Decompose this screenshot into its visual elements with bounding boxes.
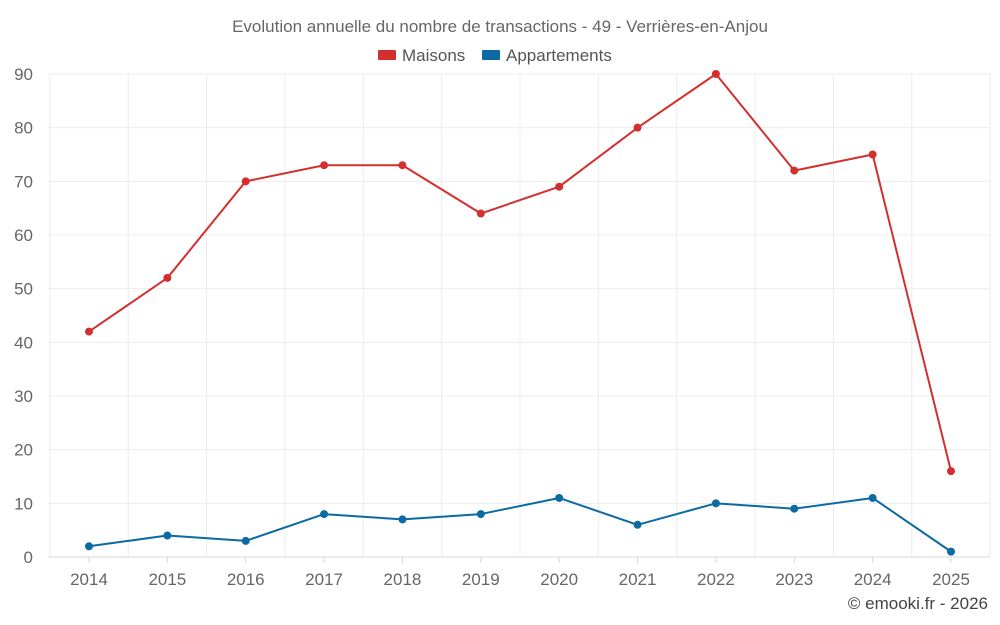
y-tick-label: 80 — [14, 119, 33, 138]
series-maisons — [85, 70, 955, 476]
x-tick-label: 2018 — [384, 570, 422, 589]
data-point-maisons[interactable] — [85, 327, 93, 336]
data-point-appartements[interactable] — [555, 493, 564, 502]
data-point-appartements[interactable] — [868, 493, 877, 502]
legend-label-maisons[interactable]: Maisons — [402, 46, 465, 65]
data-point-maisons[interactable] — [320, 161, 329, 170]
data-point-maisons[interactable] — [163, 273, 172, 282]
data-point-maisons[interactable] — [241, 177, 250, 186]
y-tick-label: 20 — [14, 441, 33, 460]
chart-title: Evolution annuelle du nombre de transact… — [232, 17, 768, 36]
series-line-maisons — [88, 73, 952, 472]
data-point-appartements[interactable] — [320, 510, 329, 519]
data-point-maisons[interactable] — [555, 182, 564, 191]
y-tick-label: 40 — [14, 333, 33, 352]
series — [85, 70, 955, 556]
data-point-appartements[interactable] — [85, 542, 93, 551]
data-point-appartements[interactable] — [711, 499, 720, 508]
y-axis-ticks: 0 10 20 30 40 50 60 70 80 90 — [14, 65, 33, 567]
y-tick-label: 60 — [14, 226, 33, 245]
data-point-maisons[interactable] — [633, 123, 642, 132]
data-point-maisons[interactable] — [711, 70, 720, 78]
series-appartements — [85, 493, 955, 556]
series-line-appartements — [88, 496, 952, 553]
legend-swatch-appartements — [482, 50, 500, 60]
legend-swatch-maisons — [378, 50, 396, 60]
data-point-appartements[interactable] — [476, 510, 485, 519]
data-point-appartements[interactable] — [947, 547, 955, 556]
x-tick-label: 2014 — [70, 570, 108, 589]
data-point-maisons[interactable] — [947, 467, 955, 476]
x-tick-label: 2015 — [148, 570, 186, 589]
data-point-appartements[interactable] — [633, 520, 642, 529]
x-tick-label: 2019 — [462, 570, 500, 589]
legend-label-appartements[interactable]: Appartements — [506, 46, 612, 65]
x-tick-label: 2024 — [854, 570, 892, 589]
x-tick-label: 2017 — [305, 570, 343, 589]
data-point-appartements[interactable] — [398, 515, 407, 524]
data-point-appartements[interactable] — [241, 536, 250, 545]
y-tick-label: 30 — [14, 387, 33, 406]
data-point-maisons[interactable] — [790, 166, 799, 175]
y-tick-label: 0 — [24, 548, 33, 567]
x-tick-label: 2021 — [619, 570, 657, 589]
x-tick-label: 2016 — [227, 570, 265, 589]
y-tick-label: 70 — [14, 172, 33, 191]
x-tick-label: 2022 — [697, 570, 735, 589]
data-point-appartements[interactable] — [790, 504, 799, 513]
grid — [48, 73, 991, 558]
data-point-appartements[interactable] — [163, 531, 172, 540]
data-point-maisons[interactable] — [398, 161, 407, 170]
x-axis-ticks: 2014 2015 2016 2017 2018 2019 2020 2021 2022 2023… — [70, 557, 970, 589]
y-tick-label: 90 — [14, 65, 33, 84]
y-tick-label: 50 — [14, 280, 33, 299]
y-tick-label: 10 — [14, 494, 33, 513]
x-tick-label: 2025 — [932, 570, 970, 589]
data-point-maisons[interactable] — [476, 209, 485, 218]
legend: Maisons Appartements — [378, 46, 612, 65]
data-point-maisons[interactable] — [868, 150, 877, 159]
credit-text: © emooki.fr - 2026 — [848, 594, 988, 613]
x-tick-label: 2023 — [775, 570, 813, 589]
x-tick-label: 2020 — [540, 570, 578, 589]
